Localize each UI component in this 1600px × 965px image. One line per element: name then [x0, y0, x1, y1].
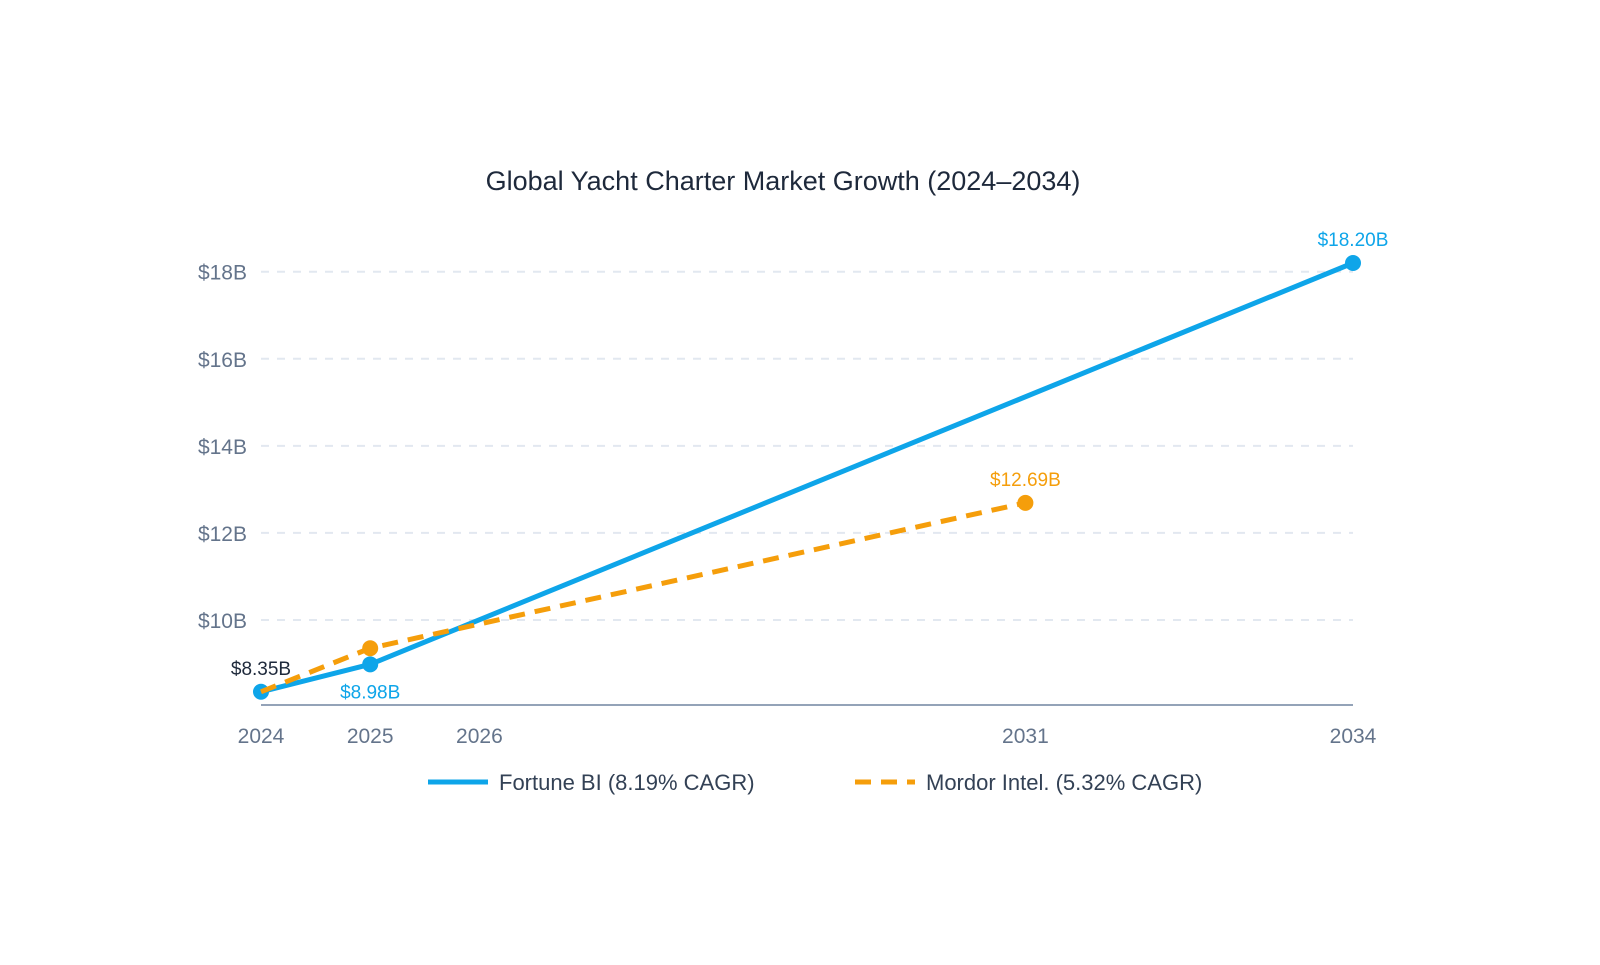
y-tick-label: $14B: [198, 436, 247, 459]
legend-label: Mordor Intel. (5.32% CAGR): [926, 770, 1202, 795]
x-tick-label: 2026: [456, 725, 503, 748]
legend-item[interactable]: Mordor Intel. (5.32% CAGR): [855, 770, 1202, 795]
y-tick-label: $16B: [198, 349, 247, 372]
data-point[interactable]: [362, 656, 379, 673]
data-label: $12.69B: [990, 470, 1061, 491]
series-1: [260, 494, 1034, 695]
data-point[interactable]: [1345, 255, 1361, 271]
x-tick-label: 2031: [1002, 725, 1049, 748]
x-tick-label: 2034: [1330, 725, 1377, 748]
legend-item[interactable]: Fortune BI (8.19% CAGR): [428, 770, 755, 795]
data-label: $18.20B: [1318, 230, 1389, 251]
legend-label: Fortune BI (8.19% CAGR): [499, 770, 755, 795]
y-tick-label: $12B: [198, 523, 247, 546]
series-0: [253, 255, 1361, 700]
data-label: $8.35B: [231, 659, 291, 680]
series-line: [260, 260, 1354, 695]
x-tick-label: 2025: [347, 725, 394, 748]
data-label: $8.98B: [340, 682, 400, 703]
chart-title: Global Yacht Charter Market Growth (2024…: [486, 166, 1081, 196]
data-point[interactable]: [1017, 494, 1034, 511]
x-tick-label: 2024: [238, 725, 285, 748]
y-tick-label: $10B: [198, 610, 247, 633]
data-point[interactable]: [362, 640, 379, 657]
y-tick-label: $18B: [198, 262, 247, 285]
